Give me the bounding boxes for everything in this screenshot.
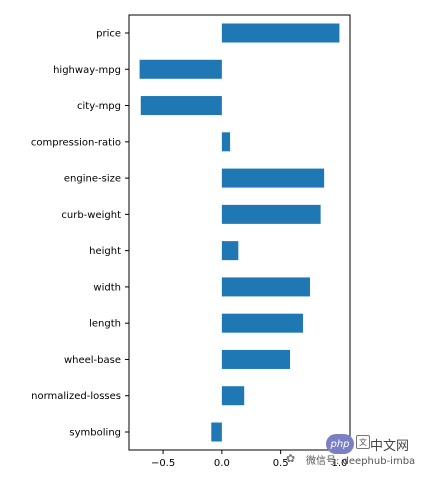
bar-length [221,313,303,333]
y-tick-label: curb-weight [61,210,121,221]
y-tick-label: normalized-losses [31,391,121,402]
bar-price [221,23,340,43]
bar-width [221,277,311,297]
y-tick-label: engine-size [64,174,121,185]
x-tick-label: 0.0 [214,458,230,469]
bar-highway-mpg [139,59,222,79]
wechat-icon: ✿ [286,452,296,465]
watermark-badge: php [326,434,354,454]
watermark-cn-icon: 文 [356,435,370,449]
watermark: php 文 中文网 ✿ 微信号: deephub-imba [282,434,424,478]
y-tick-label: compression-ratio [31,137,121,148]
y-tick-label: highway-mpg [53,65,121,76]
bar-wheel-base [221,349,291,369]
bar-normalized-losses [221,386,245,406]
y-tick-label: symboling [69,428,121,439]
x-tick-label: −0.5 [151,458,175,469]
y-tick-label: height [89,246,121,257]
bar-height [221,241,239,261]
plot-area [128,14,351,451]
x-tick-label: 1.0 [331,458,347,469]
bar-city-mpg [140,96,222,116]
bar-compression-ratio [221,132,231,152]
y-tick-label: price [96,29,121,40]
x-tick-label: 0.5 [273,458,289,469]
y-tick-label: length [89,319,121,330]
y-tick-label: wheel-base [64,355,121,366]
bar-engine-size [221,168,325,188]
watermark-subtext: 微信号: deephub-imba [306,456,416,467]
watermark-text: 中文网 [370,439,410,454]
y-tick-label: city-mpg [77,101,121,112]
bar-symboling [211,422,222,442]
y-tick-label: width [93,282,121,293]
bar-curb-weight [221,204,321,224]
